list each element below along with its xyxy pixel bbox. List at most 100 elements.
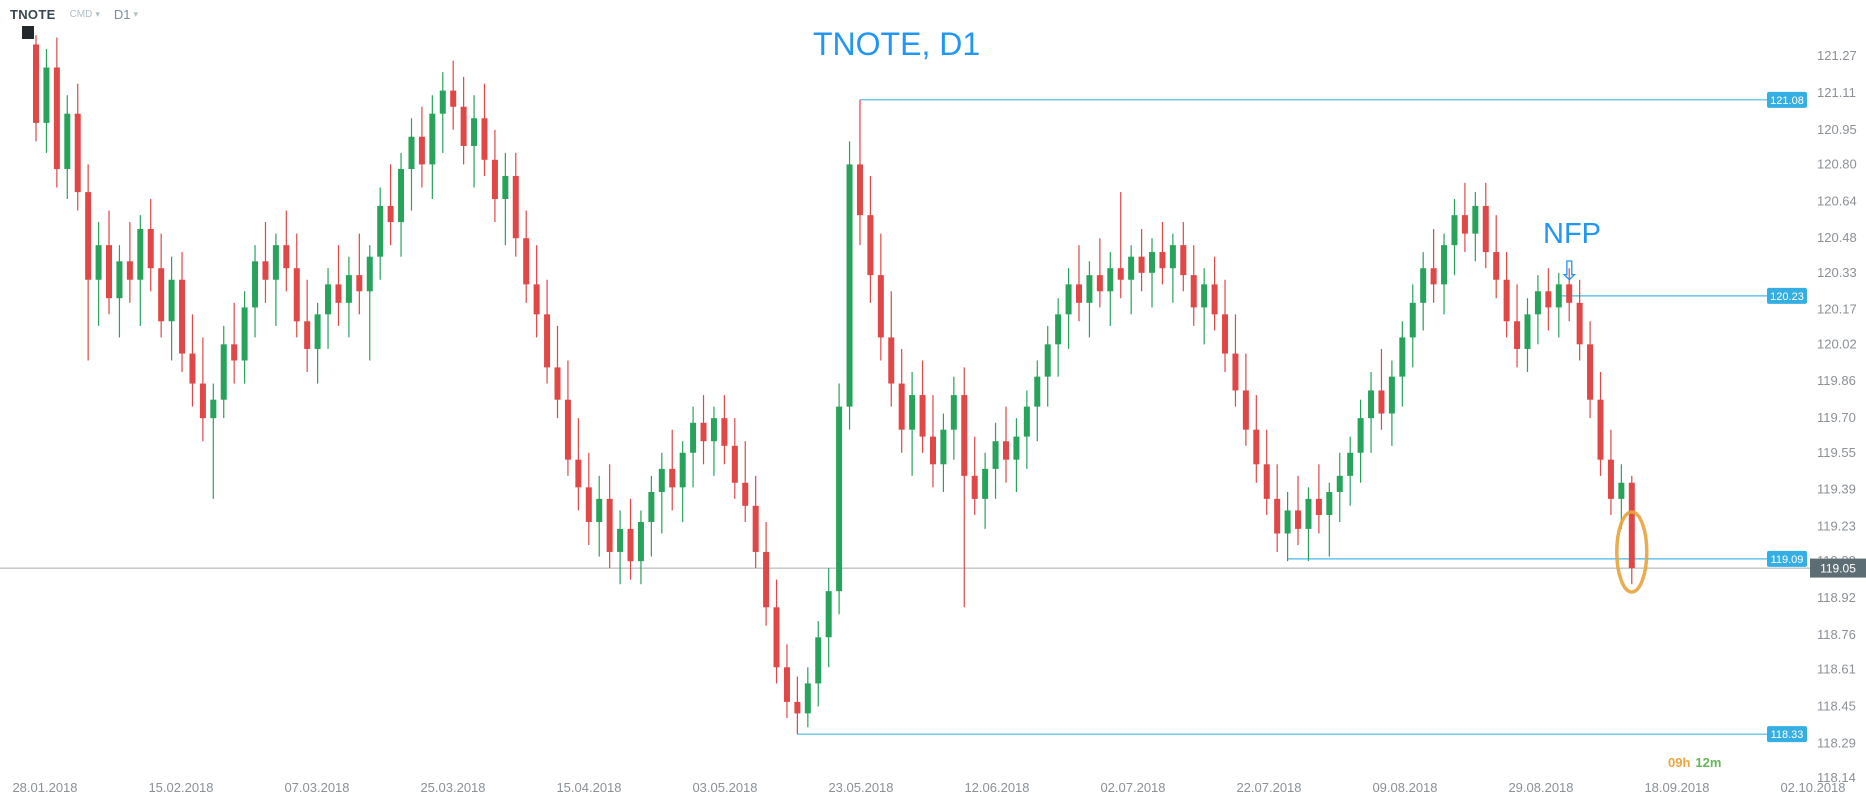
candle-body xyxy=(85,192,92,280)
candle-body xyxy=(929,436,936,465)
candle-body xyxy=(512,175,519,239)
candle-body xyxy=(1076,284,1082,303)
candle-body xyxy=(220,344,227,400)
y-axis-label: 118.29 xyxy=(1817,735,1856,750)
candle-body xyxy=(1461,215,1468,234)
y-axis-label: 120.80 xyxy=(1817,156,1857,171)
candle-body xyxy=(64,113,71,170)
symbol-type-label: CMD xyxy=(69,9,93,20)
candle-body xyxy=(1242,390,1249,430)
candle-body xyxy=(377,205,384,257)
candle-body xyxy=(627,528,634,562)
candle-body xyxy=(1065,284,1072,315)
candle-body xyxy=(1430,268,1437,285)
x-axis-label: 02.07.2018 xyxy=(1100,780,1165,795)
candle-body xyxy=(1388,376,1395,414)
candle-body xyxy=(794,701,801,714)
candle-body xyxy=(1222,314,1229,354)
price-level-label xyxy=(1767,287,1807,304)
candle-body xyxy=(846,164,853,407)
candle-body xyxy=(679,452,686,488)
candle-body xyxy=(961,395,968,476)
y-axis-label: 118.61 xyxy=(1817,662,1856,677)
candle-body xyxy=(731,445,738,483)
candle-body xyxy=(721,418,728,446)
candle-body xyxy=(1357,418,1364,453)
candle-body xyxy=(1159,252,1166,269)
candle-body xyxy=(179,279,186,354)
x-axis-label: 15.04.2018 xyxy=(556,780,621,795)
candle-body xyxy=(836,406,843,592)
x-axis-label: 28.01.2018 xyxy=(12,780,77,795)
chevron-down-icon: ▾ xyxy=(133,9,139,19)
symbol-name[interactable]: TNOTE xyxy=(10,7,56,22)
candle-body xyxy=(450,90,457,107)
candle-body xyxy=(1524,314,1531,349)
candle-body xyxy=(1149,252,1156,273)
x-axis-label: 29.08.2018 xyxy=(1508,780,1573,795)
timeframe-dropdown[interactable]: D1 ▾ xyxy=(114,7,138,22)
price-level-label-text: 121.08 xyxy=(1770,95,1804,107)
candle-body xyxy=(888,337,895,384)
y-axis-label: 120.02 xyxy=(1817,336,1857,351)
y-axis-label: 118.45 xyxy=(1817,698,1856,713)
candle-body xyxy=(1086,275,1093,303)
price-level-label xyxy=(1767,91,1807,108)
candle-body xyxy=(710,418,717,442)
candle-body xyxy=(1138,256,1145,273)
candle-body xyxy=(1618,482,1625,499)
candle-body xyxy=(1378,390,1385,414)
candle-body xyxy=(1211,284,1218,315)
candle-body xyxy=(982,468,989,499)
candle-body xyxy=(1253,429,1260,465)
candle-body xyxy=(1023,406,1030,437)
candle-body xyxy=(1263,464,1270,499)
nfp-down-arrow-icon: ⇩ xyxy=(1558,256,1581,286)
candle-body xyxy=(147,229,154,269)
candle-body xyxy=(637,521,644,562)
price-level-label xyxy=(1767,726,1807,743)
candle-body xyxy=(1420,268,1427,303)
candle-body xyxy=(241,307,248,361)
candle-body xyxy=(439,90,446,114)
candle-body xyxy=(314,314,321,349)
candle-body xyxy=(106,245,113,299)
candle-body xyxy=(1044,344,1051,377)
price-level-label-text: 120.23 xyxy=(1770,291,1804,303)
candle-body xyxy=(293,268,300,322)
y-axis-label: 120.17 xyxy=(1817,302,1857,317)
candle-body xyxy=(1326,491,1333,516)
candle-body xyxy=(252,261,259,308)
price-level-label-text: 119.09 xyxy=(1771,554,1804,566)
candle-body xyxy=(783,667,790,702)
candle-body xyxy=(283,245,290,269)
candle-body xyxy=(1034,376,1041,407)
candle-body xyxy=(1315,498,1322,516)
candle-body xyxy=(1274,498,1281,534)
candle-body xyxy=(366,256,373,292)
candle-body xyxy=(1305,498,1312,529)
candle-body xyxy=(804,683,811,714)
candle-body xyxy=(1117,268,1124,280)
candle-countdown-timer: 09h 12m xyxy=(1668,755,1721,770)
y-axis-label: 120.33 xyxy=(1817,265,1857,280)
candle-body xyxy=(168,279,175,322)
candle-body xyxy=(1399,337,1406,377)
y-axis-label: 119.86 xyxy=(1817,373,1856,388)
candle-body xyxy=(617,528,624,552)
candle-body xyxy=(1503,279,1510,322)
symbol-type-dropdown[interactable]: CMD ▾ xyxy=(70,9,100,20)
chevron-down-icon: ▾ xyxy=(95,9,100,19)
candle-body xyxy=(971,475,978,499)
timeframe-label: D1 xyxy=(113,7,131,22)
candle-body xyxy=(491,159,498,200)
candle-body xyxy=(33,44,39,123)
candle-body xyxy=(387,205,394,223)
candle-body xyxy=(126,261,133,280)
candle-body xyxy=(1441,245,1448,285)
candle-body xyxy=(1096,275,1103,292)
candle-body xyxy=(325,284,332,315)
candle-body xyxy=(596,498,603,522)
candle-body xyxy=(919,395,926,437)
